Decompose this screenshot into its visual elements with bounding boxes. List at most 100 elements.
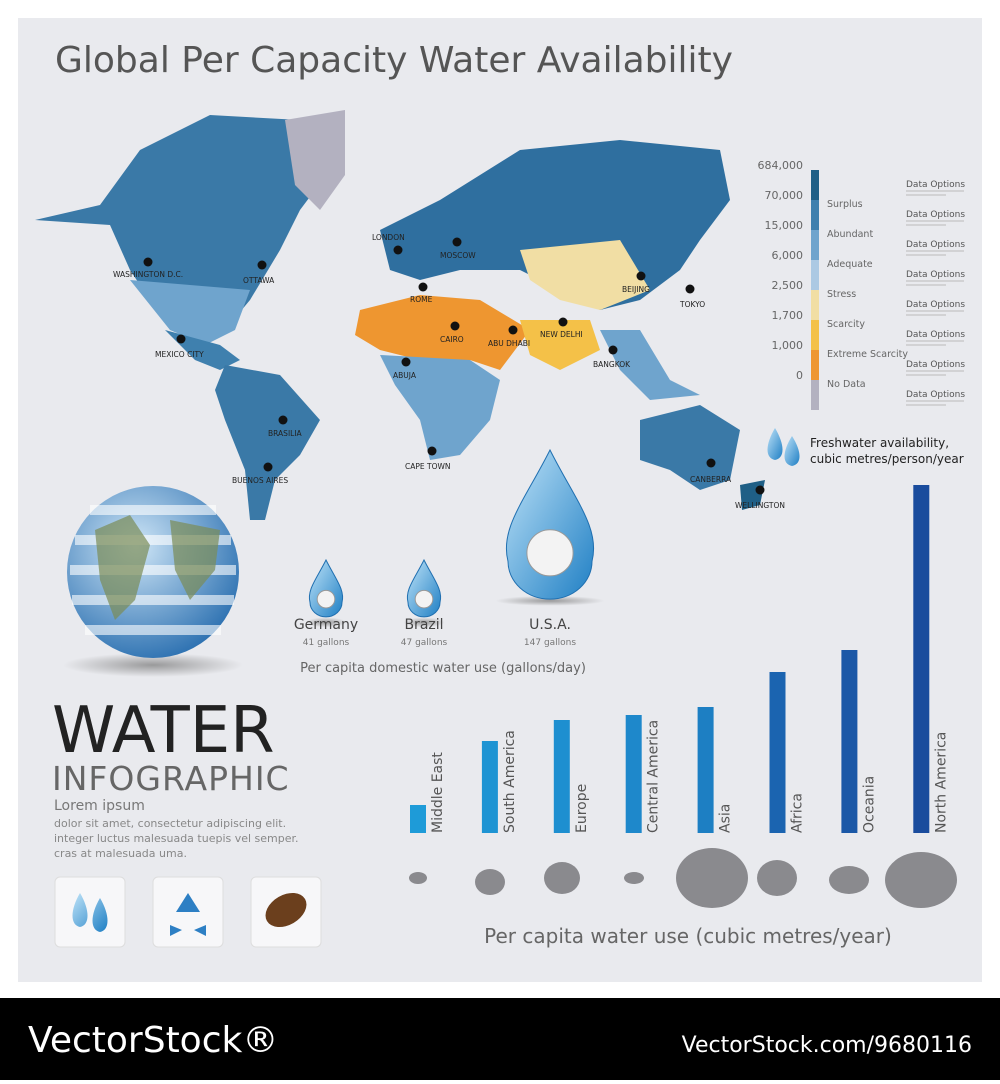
legend-swatch <box>811 200 819 230</box>
drop-icon <box>784 436 800 466</box>
city-label: MEXICO CITY <box>155 350 204 359</box>
brand-subtitle: INFOGRAPHIC <box>52 759 290 798</box>
central-asia <box>520 240 650 310</box>
drops-icon <box>72 893 108 932</box>
brand-heading: Lorem ipsum <box>54 798 145 814</box>
legend-level: Adequate <box>827 259 873 270</box>
legend-note: Freshwater availability, <box>810 436 949 450</box>
body-line: dolor sit amet, consectetur adipiscing e… <box>54 817 286 830</box>
option-lines <box>906 280 964 286</box>
usa-south <box>130 280 250 345</box>
city-dot <box>143 257 153 267</box>
city-dot <box>418 282 428 292</box>
city-dot <box>452 237 462 247</box>
region-map <box>829 866 869 894</box>
city-label: NEW DELHI <box>540 330 583 339</box>
city-label: WASHINGTON D.C. <box>113 270 183 279</box>
region-maps <box>409 848 957 908</box>
country-name: U.S.A. <box>529 617 571 633</box>
region-map <box>757 860 797 896</box>
legend-tick: 684,000 <box>758 159 804 172</box>
bar <box>481 741 498 833</box>
legend-tick: 15,000 <box>765 219 804 232</box>
category-label: Africa <box>790 793 806 833</box>
legend-level: Scarcity <box>827 319 865 330</box>
city-dot <box>685 284 695 294</box>
city-dot <box>176 334 186 344</box>
icons <box>54 876 322 948</box>
brand-title: WATER <box>52 694 275 768</box>
city-dot <box>257 260 267 270</box>
city-label: CANBERRA <box>690 475 732 484</box>
legend-tick: 1,000 <box>772 339 804 352</box>
category-label: Central America <box>646 720 662 833</box>
footer-right: VectorStock.com/9680116 <box>682 1033 972 1058</box>
country-name: Germany <box>294 617 358 633</box>
footer-left: VectorStock® <box>28 1020 278 1061</box>
body-line: integer luctus malesuada tuepis vel semp… <box>54 832 299 845</box>
legend-level: Abundant <box>827 229 873 240</box>
legend-level: Stress <box>827 289 856 300</box>
region-map <box>885 852 957 908</box>
city-label: OTTAWA <box>243 276 275 285</box>
region-map <box>624 872 644 884</box>
region-map <box>409 872 427 884</box>
legend-tick: 70,000 <box>765 189 804 202</box>
city-label: ABU DHABI <box>488 339 530 348</box>
bar <box>913 485 930 833</box>
legend-note: cubic metres/person/year <box>810 452 964 466</box>
city-label: BANGKOK <box>593 360 631 369</box>
city-label: MOSCOW <box>440 251 476 260</box>
city-dot <box>706 458 716 468</box>
icon-box <box>54 876 126 948</box>
city-label: TOKYO <box>679 300 705 309</box>
seed-icon <box>265 892 307 928</box>
region-map <box>544 862 580 894</box>
city-dot <box>401 357 411 367</box>
greenland <box>285 110 345 210</box>
legend-level: No Data <box>827 379 866 390</box>
data-option: Data Options <box>906 390 965 400</box>
region-map <box>475 869 505 895</box>
category-label: Asia <box>718 804 734 833</box>
data-option: Data Options <box>906 270 965 280</box>
option-lines <box>906 220 964 226</box>
drop-shadow <box>305 617 347 628</box>
southeast-asia <box>600 330 700 400</box>
legend-tick: 1,700 <box>772 309 804 322</box>
city-dot <box>755 485 765 495</box>
legend-swatch <box>811 320 819 350</box>
drop-shadow <box>495 595 605 606</box>
city-label: BRASILIA <box>268 429 303 438</box>
city-dot <box>608 345 618 355</box>
category-label: Oceania <box>861 776 877 833</box>
globe <box>63 486 243 677</box>
option-lines <box>906 370 964 376</box>
city-dot <box>427 446 437 456</box>
globe-stripes <box>70 505 236 635</box>
city-label: BUENOS AIRES <box>232 476 288 485</box>
bar <box>697 707 714 833</box>
globe-land <box>95 515 220 620</box>
drop-icon <box>767 428 783 460</box>
title: Global Per Capacity Water Availability <box>55 40 733 81</box>
country-amount: 47 gallons <box>401 638 448 648</box>
legend-level: Surplus <box>827 199 863 210</box>
data-option: Data Options <box>906 300 965 310</box>
data-option: Data Options <box>906 180 965 190</box>
option-lines <box>906 250 964 256</box>
city-dot <box>636 271 646 281</box>
category-label: North America <box>933 732 949 833</box>
north-america <box>35 115 330 340</box>
freshwater-icon <box>767 428 800 466</box>
city-label: CAIRO <box>440 335 464 344</box>
legend-tick: 6,000 <box>772 249 804 262</box>
city-dot <box>558 317 568 327</box>
legend-swatch <box>811 350 819 380</box>
legend-level: Extreme Scarcity <box>827 349 908 360</box>
region-map <box>676 848 748 908</box>
city-dot <box>278 415 288 425</box>
footer <box>0 998 1000 1080</box>
north-africa <box>355 295 530 370</box>
option-lines <box>906 400 964 406</box>
